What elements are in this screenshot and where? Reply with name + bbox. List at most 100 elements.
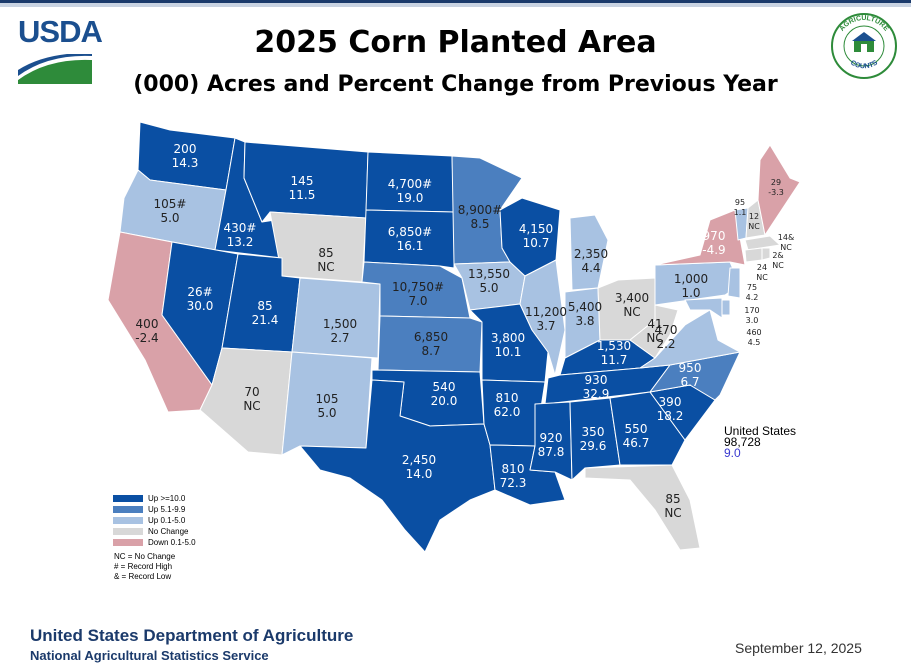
state-change-ky: 11.7 [601, 353, 628, 367]
legend-swatch [112, 494, 144, 503]
state-change-ar: 62.0 [494, 405, 521, 419]
state-shape-ma [744, 235, 781, 251]
svg-text:430#13.2: 430# 13.2 [224, 221, 257, 249]
state-acres-id: 430# [224, 221, 257, 235]
state-shape-va [639, 309, 741, 369]
state-acres-vt: 95 [735, 198, 745, 207]
state-change-ia: 5.0 [479, 281, 498, 295]
footer-agency: National Agricultural Statistics Service [30, 648, 269, 663]
state-change-ga: 46.7 [623, 436, 650, 450]
state-change-mo: 10.1 [495, 345, 522, 359]
state-acres-oh: 3,400 [615, 291, 649, 305]
state-change-co: 2.7 [330, 331, 349, 345]
legend-swatch [112, 516, 144, 525]
legend-label: Up 0.1-5.0 [148, 516, 186, 525]
state-acres-va: 470 [655, 323, 678, 337]
state-acres-mo: 3,800 [491, 331, 525, 345]
state-change-wa: 14.3 [172, 156, 199, 170]
state-acres-ia: 13,550 [468, 267, 510, 281]
state-acres-wi: 4,150 [519, 222, 553, 236]
legend-notes: NC = No Change # = Record High & = Recor… [114, 552, 175, 582]
state-change-il: 3.7 [536, 319, 555, 333]
state-change-me: -3.3 [768, 188, 784, 197]
state-acres-ri: 2& [772, 251, 783, 260]
state-acres-ny: 970 [703, 229, 726, 243]
state-change-nc: 6.7 [680, 375, 699, 389]
state-change-de: 3.0 [746, 316, 759, 325]
legend-item: Down 0.1-5.0 [112, 537, 196, 548]
state-acres-or: 105# [154, 197, 187, 211]
state-acres-ar: 810 [496, 391, 519, 405]
page-subtitle: (000) Acres and Percent Change from Prev… [133, 72, 778, 97]
state-acres-mt: 145 [291, 174, 314, 188]
state-acres-nm: 105 [316, 392, 339, 406]
state-acres-ok: 540 [433, 380, 456, 394]
us-total-acres: 98,728 [724, 435, 761, 449]
state-acres-mi: 2,350 [574, 247, 608, 261]
note-record-low: & = Record Low [114, 572, 172, 581]
state-change-sd: 16.1 [397, 239, 424, 253]
state-change-vt: 1.1 [734, 208, 747, 217]
state-shape-wv [629, 304, 679, 359]
svg-text:14&NC: 14& NC [778, 233, 794, 252]
state-acres-nv: 26# [187, 285, 212, 299]
state-change-wv: NC [646, 331, 663, 345]
state-change-nd: 19.0 [397, 191, 424, 205]
state-acres-wv: 41 [647, 317, 662, 331]
state-change-ca: -2.4 [135, 331, 158, 345]
state-shape-ri [761, 247, 771, 261]
state-change-oh: NC [623, 305, 640, 319]
state-acres-ks: 6,850 [414, 330, 448, 344]
state-change-ks: 8.7 [421, 344, 440, 358]
state-change-ny: -4.9 [702, 243, 725, 257]
state-change-mt: 11.5 [289, 188, 316, 202]
state-shape-al [569, 397, 621, 481]
state-acres-ct: 24 [757, 263, 767, 272]
legend-swatch [112, 527, 144, 536]
footer-date: September 12, 2025 [735, 640, 862, 656]
state-shape-md [684, 297, 723, 319]
state-change-ok: 20.0 [431, 394, 458, 408]
state-change-ne: 7.0 [408, 294, 427, 308]
state-acres-wy: 85 [318, 246, 333, 260]
footer-department: United States Department of Agriculture [30, 626, 354, 645]
top-accent-bar [0, 0, 911, 7]
state-change-az: NC [243, 399, 260, 413]
svg-text:970-4.9: 970 -4.9 [702, 229, 725, 257]
legend-item: No Change [112, 526, 196, 537]
state-change-nv: 30.0 [187, 299, 214, 313]
state-acres-il: 11,200 [525, 305, 567, 319]
legend-label: Up 5.1-9.9 [148, 505, 186, 514]
svg-text:10,750#7.0: 10,750# 7.0 [392, 280, 444, 308]
state-acres-nd: 4,700# [388, 177, 432, 191]
svg-text:2&NC: 2& NC [772, 251, 784, 270]
legend-item: Up >=10.0 [112, 493, 196, 504]
page-title: 2025 Corn Planted Area [254, 25, 657, 60]
state-acres-tx: 2,450 [402, 453, 436, 467]
state-change-al: 29.6 [580, 439, 607, 453]
legend-label: No Change [148, 527, 189, 536]
state-change-ma: NC [780, 243, 792, 252]
state-shape-ga [609, 391, 686, 466]
legend-label: Down 0.1-5.0 [148, 538, 196, 547]
state-change-fl: NC [664, 506, 681, 520]
state-shape-de [721, 299, 731, 316]
usda-logo: USDA [18, 12, 103, 84]
state-change-la: 72.3 [500, 476, 527, 490]
